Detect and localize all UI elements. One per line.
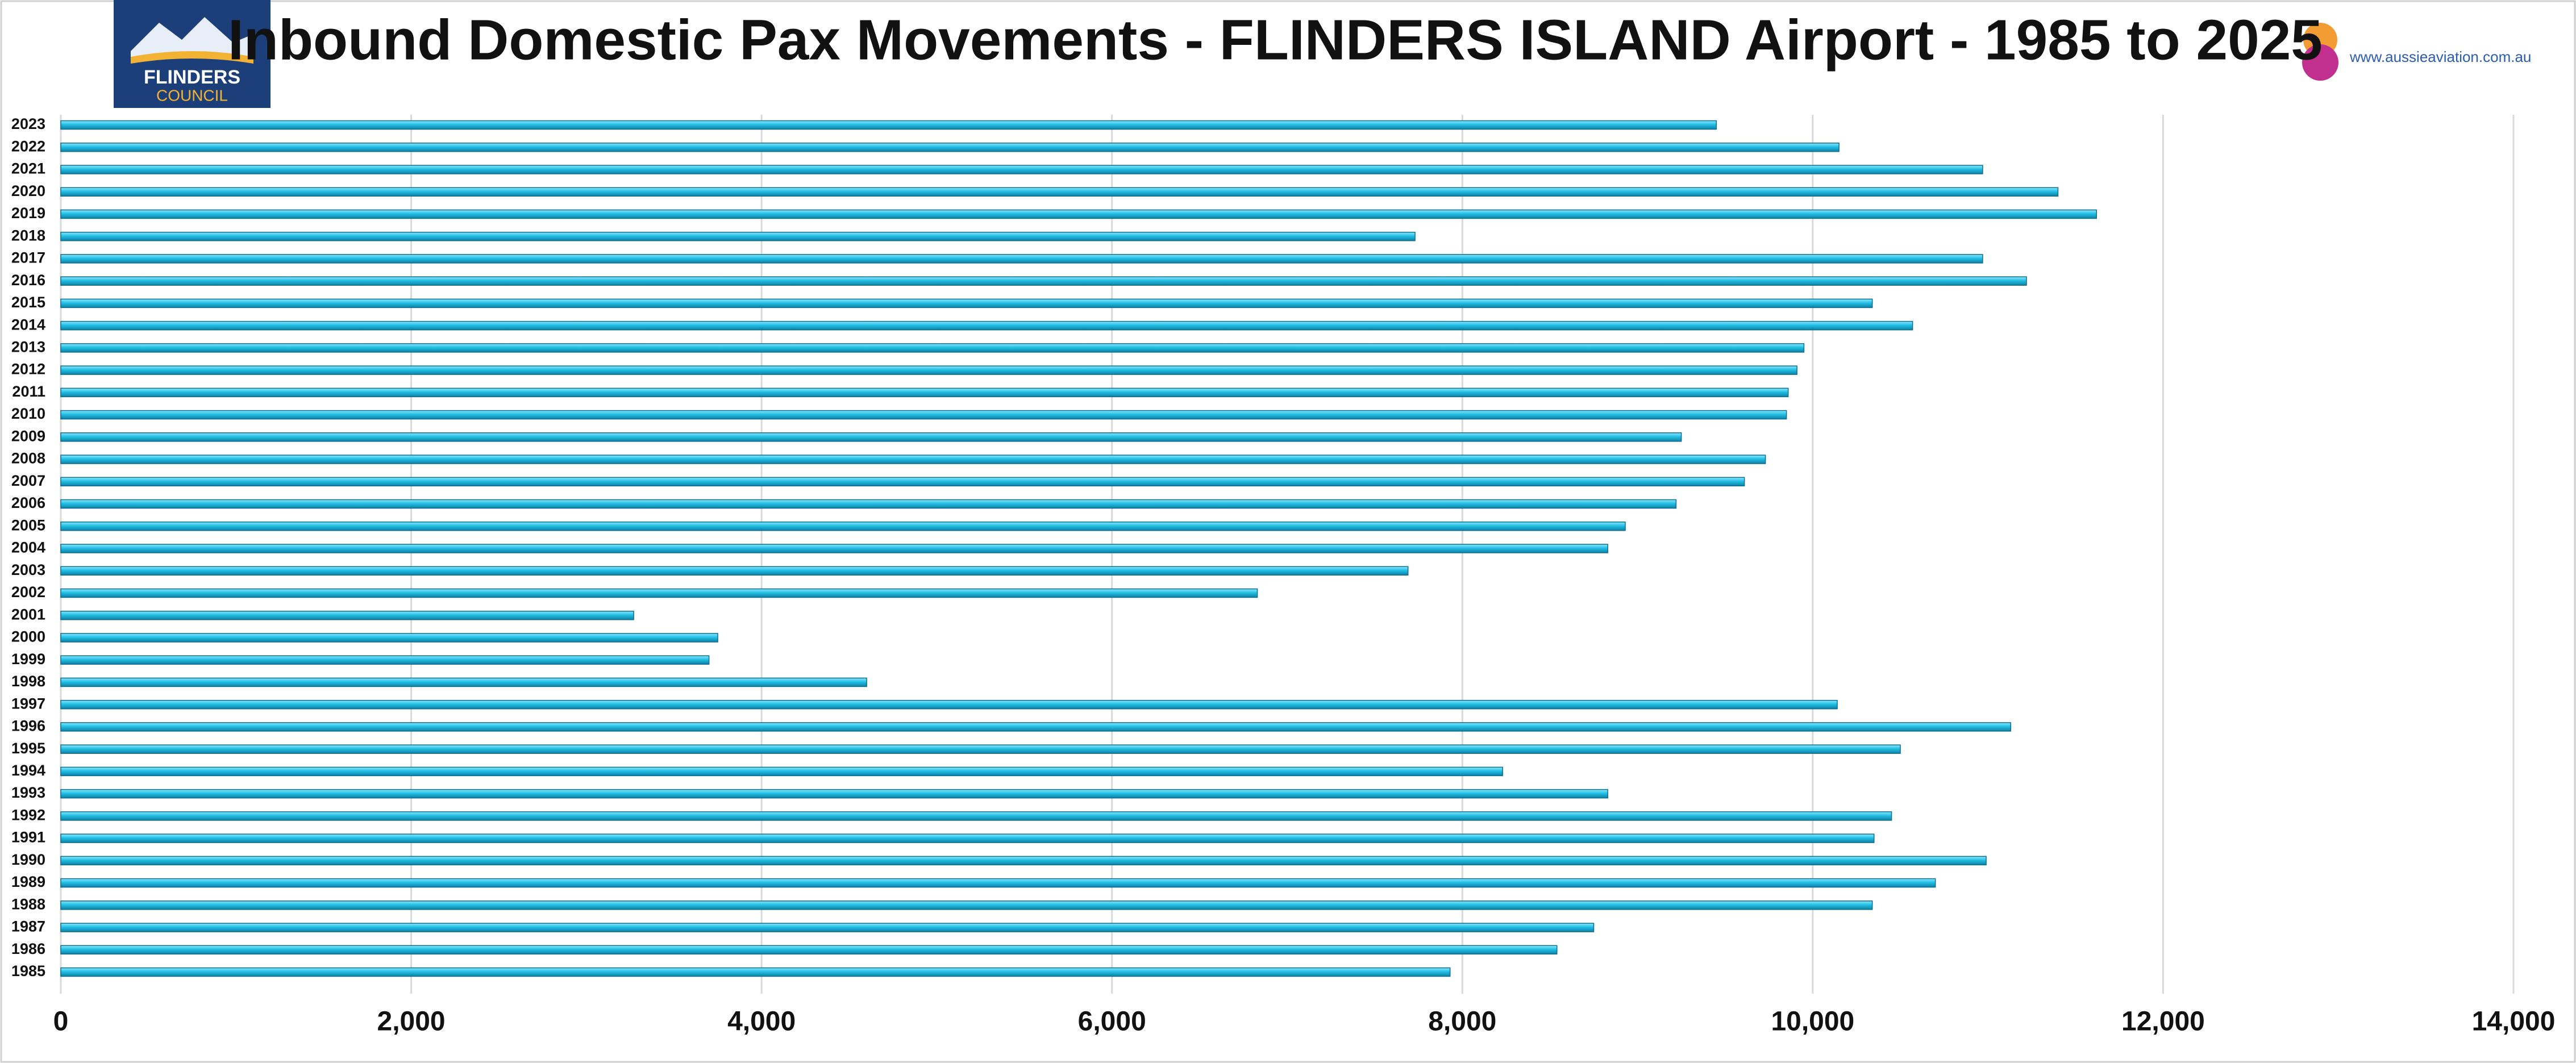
y-tick-label: 2015 [11,294,45,311]
bar [60,566,1409,576]
y-tick-label: 2021 [11,160,45,177]
bar [60,856,1987,866]
y-tick-label: 2011 [12,383,45,400]
y-tick-label: 2020 [11,182,45,199]
bar [60,766,1503,777]
y-tick-label: 1989 [11,873,45,890]
logo-url: www.aussieaviation.com.au [2349,48,2531,65]
y-tick-label: 2009 [11,427,45,444]
bar [60,789,1608,799]
bar [60,231,1416,241]
bar [60,610,634,620]
y-tick-label: 1994 [11,762,45,779]
logo-text: FLINDERS [144,66,240,88]
y-tick-label: 1997 [11,695,45,712]
bar [60,387,1789,398]
y-tick-label: 2001 [11,606,45,623]
bar [60,833,1875,843]
bar [60,187,2059,197]
bar [60,901,1873,910]
bar [60,633,718,643]
y-tick-label: 2018 [11,227,45,244]
bar [60,945,1558,955]
bar [60,744,1901,754]
y-tick-label: 2006 [11,494,45,511]
bar [60,544,1608,553]
y-tick-label: 1998 [11,673,45,690]
y-tick-label: 1999 [11,651,45,668]
bar [60,165,1983,174]
y-tick-label: 1993 [11,784,45,801]
y-tick-label: 2014 [11,316,45,333]
bar [60,209,2098,219]
bar [60,298,1873,309]
bar [60,499,1677,509]
y-tick-label: 2004 [11,539,45,556]
y-tick-label: 2019 [11,205,45,222]
bar [60,588,1258,598]
bar [60,343,1805,353]
bar [60,320,1913,331]
y-tick-label: 2008 [11,450,45,467]
logo-text: COUNCIL [156,86,228,104]
y-tick-label: 1990 [11,851,45,868]
y-tick-label: 2013 [11,338,45,355]
y-tick-label: 1988 [11,895,45,912]
y-tick-label: 2023 [11,115,45,132]
y-tick-label: 2016 [11,272,45,289]
y-tick-label: 2007 [11,472,45,489]
y-tick-label: 1996 [11,718,45,735]
y-tick-label: 2022 [11,137,45,155]
y-tick-label: 1992 [11,806,45,823]
y-tick-label: 2005 [11,516,45,533]
y-tick-label: 1985 [11,962,45,979]
y-tick-label: 2012 [11,361,45,378]
x-tick-label: 6,000 [1078,1007,1146,1037]
y-tick-label: 2017 [11,249,45,266]
bar [60,967,1451,977]
bar [60,142,1840,152]
bar [60,811,1892,821]
y-tick-label: 1995 [11,740,45,757]
y-tick-label: 2003 [11,561,45,578]
y-tick-label: 2010 [11,405,45,422]
bar [60,722,2011,732]
y-tick-label: 1991 [11,829,45,846]
logo-mountains [131,17,253,57]
bar [60,276,2027,286]
logo-icon [2302,44,2338,81]
y-tick-label: 1987 [11,918,45,935]
bar [60,655,710,665]
x-tick-label: 8,000 [1428,1007,1496,1037]
bar [60,120,1717,130]
bar [60,699,1838,710]
bar [60,365,1797,375]
bar [60,432,1682,442]
bar [60,923,1595,932]
bar [60,410,1787,420]
y-tick-label: 2002 [11,583,45,601]
bar [60,878,1936,888]
logo-wave [131,51,253,64]
bar [60,677,867,687]
logo-left: FLINDERS COUNCIL [114,0,270,108]
bar [60,254,1983,264]
x-tick-label: 10,000 [1771,1007,1854,1037]
x-tick-label: 0 [53,1007,69,1037]
x-tick-label: 2,000 [377,1007,446,1037]
x-tick-label: 12,000 [2121,1007,2205,1037]
bar [60,477,1745,487]
bar [60,522,1626,531]
y-tick-label: 1986 [11,940,45,957]
logo-right: www.aussieaviation.com.au [2302,23,2531,81]
x-tick-label: 4,000 [727,1007,796,1037]
x-tick-label: 14,000 [2472,1007,2556,1037]
y-tick-label: 2000 [11,628,45,645]
chart-title: Inbound Domestic Pax Movements - FLINDER… [228,8,2323,72]
bar [60,455,1766,464]
